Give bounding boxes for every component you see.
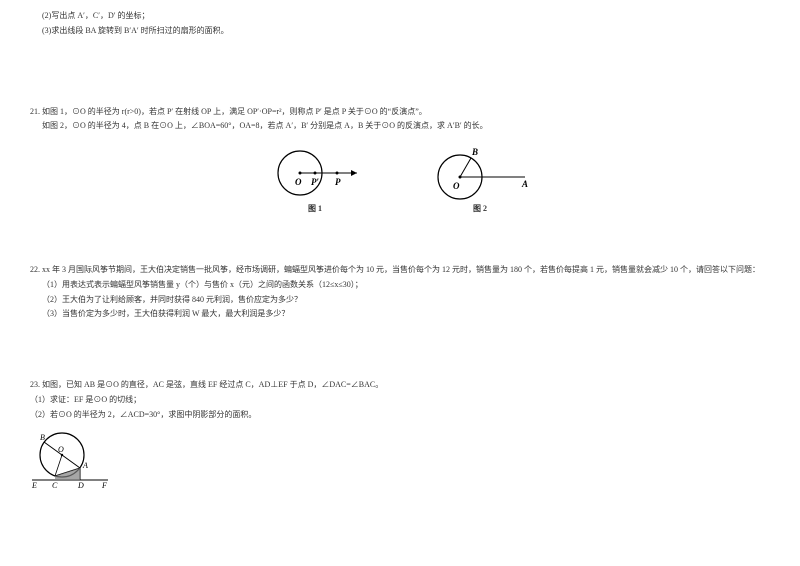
- fig1-O-label: O: [295, 177, 302, 187]
- q23-block: 23. 如图，已知 AB 是⊙O 的直径，AC 是弦，直线 EF 经过点 C，A…: [30, 379, 770, 489]
- q23-figure: O B A C D E F: [30, 428, 770, 490]
- q21-fig2: O A B 图 2: [425, 143, 535, 216]
- q23-D-label: D: [77, 481, 84, 490]
- fig2-OB: [460, 158, 471, 177]
- q23-OC: [55, 455, 62, 476]
- q23-C-label: C: [52, 481, 58, 490]
- fig1-Pp-label: P′: [311, 177, 319, 187]
- fig1-O-dot: [299, 172, 302, 175]
- fig1-arrow: [351, 170, 357, 176]
- q23-O-dot: [61, 453, 63, 455]
- q22-block: 22. xx 年 3 月国际风筝节期间，王大伯决定销售一批风筝，经市场调研，蝙蝠…: [30, 264, 770, 321]
- q21-fig1-label: 图 1: [308, 203, 322, 216]
- q22-sub3: （3）当售价定为多少时，王大伯获得利润 W 最大，最大利润是多少？: [30, 308, 770, 321]
- fig1-P-dot: [336, 172, 339, 175]
- q23-sub1: （1）求证：EF 是⊙O 的切线；: [30, 394, 770, 407]
- q23-A-label: A: [82, 461, 88, 470]
- q23-svg: O B A C D E F: [30, 428, 120, 490]
- q21-fig2-label: 图 2: [473, 203, 487, 216]
- q20-sub2: (2)写出点 A′，C′，D′ 的坐标；: [30, 10, 770, 23]
- fig1-P-label: P: [335, 177, 341, 187]
- q20-block: (2)写出点 A′，C′，D′ 的坐标； (3)求出线段 BA 旋转到 B′A′…: [30, 10, 770, 38]
- q23-shade: [55, 468, 80, 480]
- q21-figures: O P′ P 图 1 O A B 图 2: [30, 143, 770, 216]
- q23-E-label: E: [31, 481, 37, 490]
- q22-sub2: （2）王大伯为了让利给顾客，并同时获得 840 元利润，售价应定为多少？: [30, 294, 770, 307]
- q21-line1: 21. 如图 1，⊙O 的半径为 r(r>0)，若点 P′ 在射线 OP 上，满…: [30, 106, 770, 119]
- fig2-A-label: A: [521, 179, 528, 189]
- q20-sub3: (3)求出线段 BA 旋转到 B′A′ 时所扫过的扇形的面积。: [30, 25, 770, 38]
- q23-F-label: F: [101, 481, 107, 490]
- q22-line1: 22. xx 年 3 月国际风筝节期间，王大伯决定销售一批风筝，经市场调研，蝙蝠…: [30, 264, 770, 277]
- q21-fig2-svg: O A B: [425, 143, 535, 203]
- fig2-O-dot: [459, 176, 462, 179]
- q21-line2: 如图 2，⊙O 的半径为 4，点 B 在⊙O 上，∠BOA=60°，OA=8，若…: [30, 120, 770, 133]
- fig2-O-label: O: [453, 181, 460, 191]
- fig2-B-label: B: [471, 147, 478, 157]
- fig1-Pp-dot: [314, 172, 317, 175]
- q21-block: 21. 如图 1，⊙O 的半径为 r(r>0)，若点 P′ 在射线 OP 上，满…: [30, 106, 770, 216]
- q23-B-label: B: [40, 433, 45, 442]
- q23-line1: 23. 如图，已知 AB 是⊙O 的直径，AC 是弦，直线 EF 经过点 C，A…: [30, 379, 770, 392]
- q22-sub1: （1）用表达式表示蝙蝠型风筝销售量 y（个）与售价 x（元）之间的函数关系（12…: [30, 279, 770, 292]
- q21-fig1-svg: O P′ P: [265, 143, 365, 203]
- q21-fig1: O P′ P 图 1: [265, 143, 365, 216]
- q23-sub2: （2）若⊙O 的半径为 2，∠ACD=30°，求图中阴影部分的面积。: [30, 409, 770, 422]
- q23-O-label: O: [58, 445, 64, 454]
